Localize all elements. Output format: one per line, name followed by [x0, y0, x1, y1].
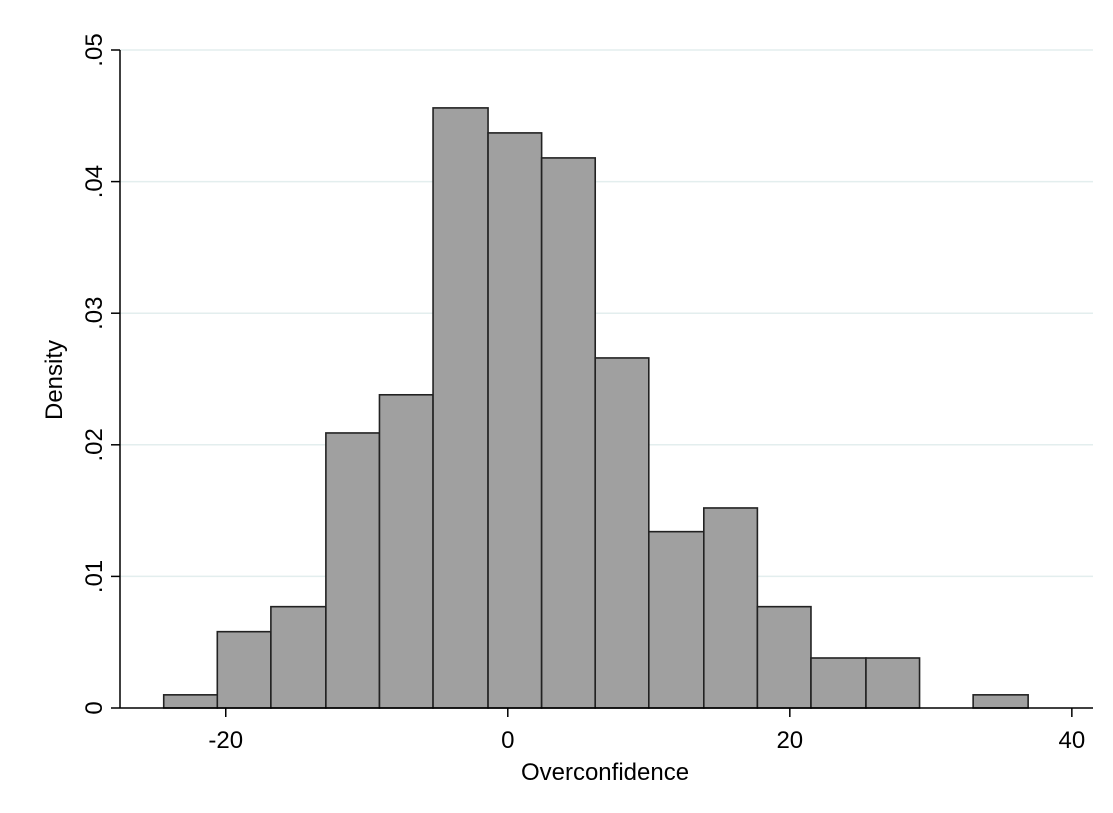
histogram-bar [540, 157, 597, 709]
histogram-bar [216, 630, 272, 709]
y-tick-label: .02 [81, 428, 108, 461]
histogram-bar [972, 694, 1029, 709]
axes [111, 49, 1093, 717]
x-axis-title: Overconfidence [521, 759, 689, 786]
histogram-bar [162, 694, 219, 709]
grid-lines [120, 49, 1093, 578]
y-tick-labels: 0 .01 .02 .03 .04 .05 [81, 33, 108, 714]
histogram-bar [648, 530, 705, 709]
x-tick-label: -20 [208, 727, 243, 754]
histogram-bar [487, 132, 543, 709]
y-tick-label: .01 [81, 560, 108, 593]
histogram-bar [378, 393, 434, 709]
y-tick-label: .05 [81, 33, 108, 66]
histogram-bar [756, 605, 812, 709]
histogram-bar [702, 507, 759, 709]
x-tick-labels: -20 0 20 40 [208, 727, 1085, 754]
x-tick-label: 0 [501, 727, 514, 754]
histogram-bar [270, 605, 327, 709]
histogram-bar [325, 432, 381, 709]
histogram-bar [594, 357, 650, 709]
histogram-bars [162, 107, 1029, 709]
y-axis-title: Density [41, 340, 68, 420]
x-tick-label: 20 [776, 727, 803, 754]
histogram-bar [432, 107, 489, 709]
histogram-bar [865, 657, 921, 709]
y-tick-label: 0 [81, 701, 108, 714]
histogram-bar [810, 657, 867, 709]
y-tick-label: .03 [81, 297, 108, 330]
y-tick-label: .04 [81, 165, 108, 198]
x-tick-label: 40 [1058, 727, 1085, 754]
